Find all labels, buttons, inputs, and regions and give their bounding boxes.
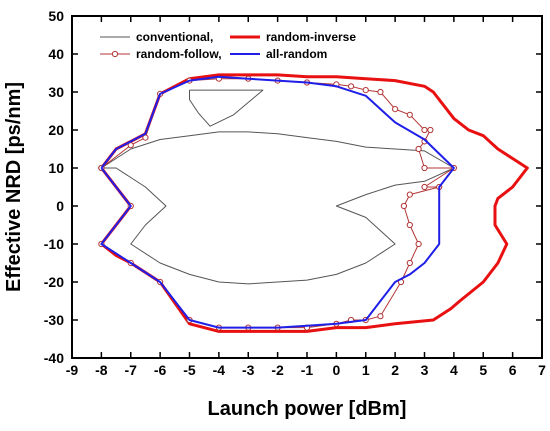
data-point [421,164,428,172]
data-point [142,134,149,141]
y-tick-label: -30 [44,312,64,328]
data-point [362,87,369,94]
y-tick-label: 20 [48,122,64,138]
series-line [101,131,455,285]
x-tick-label: 4 [450,362,458,378]
data-point [406,221,413,229]
y-axis: -40 -30 -20 -10 0 10 20 30 40 50 [44,8,542,366]
data-point [400,202,408,210]
x-tick-label: -4 [213,362,226,378]
y-tick-label: 40 [48,46,64,62]
legend: conventional, random-inverse random-follow… [100,30,356,61]
x-tick-label: 1 [362,362,370,378]
x-tick-label: 7 [538,362,546,378]
series-line [100,75,455,329]
data-point [406,259,413,267]
x-axis-title: Launch power [dBm] [208,398,407,420]
series-all-random [100,75,455,329]
data-point [415,240,422,248]
x-axis: -9 -8 -7 -6 -5 -4 -3 -2 -1 0 1 2 3 4 5 6 7 [66,16,546,378]
data-point [421,183,428,191]
x-tick-label: 5 [479,362,487,378]
series-layer [98,73,529,333]
data-point [377,88,384,96]
series-line [189,89,264,127]
x-tick-label: -9 [66,362,79,378]
y-tick-label: 10 [48,160,64,176]
series-conventional [101,89,455,285]
legend-label: all-random [266,47,327,61]
data-point [127,142,134,149]
legend-label: conventional, [136,30,213,44]
plot-frame [71,15,543,359]
data-point [406,191,413,198]
x-tick-label: 2 [391,362,399,378]
x-tick-label: 6 [509,362,517,378]
data-point [347,83,355,90]
series-random-follow [98,75,457,331]
x-tick-label: 0 [332,362,340,378]
y-tick-label: 30 [48,84,64,100]
series-random-inverse [99,73,529,333]
data-point [415,145,422,153]
y-tick-label: 50 [48,8,64,24]
data-point [421,126,428,134]
y-tick-label: -40 [44,350,64,366]
legend-label: random-inverse [266,30,356,44]
y-tick-label: -20 [44,274,64,290]
data-point [406,111,413,118]
data-point [377,313,384,320]
y-tick-label: 0 [56,198,64,214]
x-tick-label: -6 [154,362,167,378]
legend-marker [111,50,119,58]
x-tick-label: -3 [242,362,255,378]
x-tick-label: 3 [421,362,429,378]
x-tick-label: -5 [183,362,196,378]
y-axis-title: Effective NRD [ps/nm] [3,82,25,292]
y-tick-label: -10 [44,236,64,252]
x-tick-label: -2 [271,362,284,378]
legend-label: random-follow, [136,47,222,61]
data-point [427,126,434,134]
data-point [392,106,399,113]
series-line [100,78,455,329]
x-tick-label: -1 [301,362,314,378]
x-tick-label: -7 [125,362,138,378]
x-tick-label: -8 [95,362,108,378]
series-line [99,73,529,333]
